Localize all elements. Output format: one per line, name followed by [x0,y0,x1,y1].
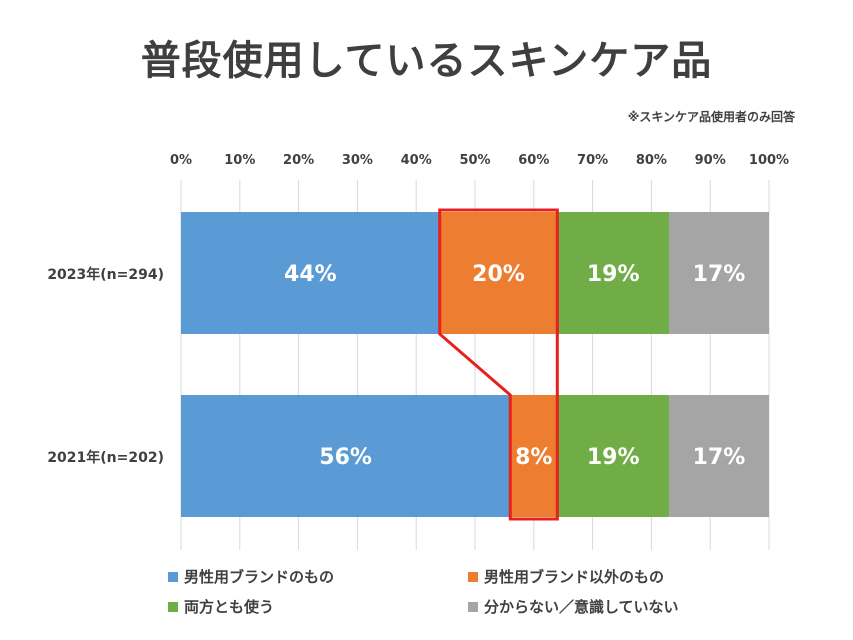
legend-label: 分からない／意識していない [484,598,679,616]
x-tick-label: 10% [224,153,255,168]
x-tick-label: 90% [695,153,726,168]
legend-swatch [468,601,478,612]
legend-item-unknown: 分からない／意識していない [468,596,679,617]
data-label: 8% [515,445,552,470]
x-tick-label: 20% [283,153,314,168]
data-label: 17% [693,445,746,470]
x-tick-label: 0% [170,153,192,168]
x-tick-label: 80% [636,153,667,168]
x-tick-label: 70% [577,153,608,168]
legend-item-non-male-brand: 男性用ブランド以外のもの [468,566,664,587]
x-tick-label: 50% [459,153,490,168]
legend-swatch [468,571,478,582]
legend-item-male-brand: 男性用ブランドのもの [168,566,334,587]
bar-segment [510,395,558,517]
legend-label: 男性用ブランドのもの [184,568,335,586]
data-label: 44% [284,262,337,287]
x-tick-label: 100% [749,153,789,168]
data-label: 19% [587,262,640,287]
bar-segment [557,212,670,334]
legend-swatch [168,571,178,582]
chart-note: ※スキンケア品使用者のみ回答 [627,110,795,124]
data-label: 17% [693,262,746,287]
data-label: 19% [587,445,640,470]
bar-segment [181,212,440,334]
bar-segment [439,212,558,334]
legend-swatch [168,601,178,612]
data-label: 56% [319,445,372,470]
x-tick-label: 40% [401,153,432,168]
bar-segment [669,395,769,517]
highlight-outline [438,208,559,521]
category-label: 2023年(n=294) [47,266,164,283]
legend-label: 両方とも使う [184,598,275,616]
category-label: 2021年(n=202) [47,449,164,466]
legend-label: 男性用ブランド以外のもの [484,568,665,586]
chart-title: 普段使用しているスキンケア品 [140,38,713,84]
bar-segment [181,395,511,517]
data-label: 20% [472,262,525,287]
bar-segment [557,395,670,517]
bar-segment [669,212,769,334]
x-tick-label: 60% [518,153,549,168]
x-tick-label: 30% [342,153,373,168]
legend-item-both: 両方とも使う [168,596,274,617]
